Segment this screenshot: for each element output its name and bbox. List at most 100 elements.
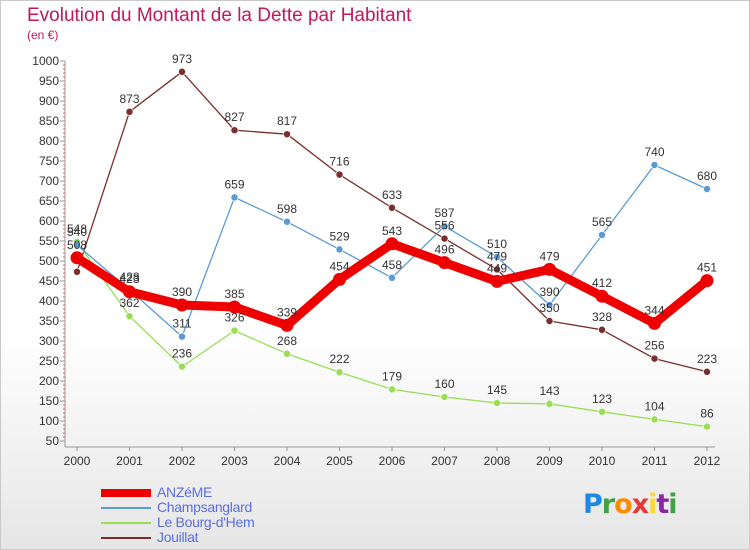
data-label-jouillat: 328 xyxy=(592,310,612,324)
y-tick-label: 800 xyxy=(39,134,59,148)
x-tick-label: 2007 xyxy=(431,454,458,468)
data-label-champsanglard: 428 xyxy=(119,270,139,284)
point-le-bourg-d-hem xyxy=(545,399,554,408)
point-jouillat xyxy=(650,354,659,363)
chart-unit: (en €) xyxy=(27,28,59,42)
y-tick-label: 900 xyxy=(39,94,59,108)
data-label-anz-me: 390 xyxy=(172,285,192,299)
point-champsanglard xyxy=(178,332,186,341)
point-le-bourg-d-hem xyxy=(283,349,291,358)
point-anz-me xyxy=(490,274,504,288)
y-tick-label: 100 xyxy=(39,414,59,428)
point-champsanglard xyxy=(73,241,81,249)
axes: 50 100 150 200 250 300 350 400 450 500 550 600 650 70… xyxy=(32,54,720,468)
data-label-jouillat: 556 xyxy=(434,219,454,233)
point-champsanglard xyxy=(440,222,449,231)
data-label-le-bourg-d-hem: 548 xyxy=(67,222,87,236)
point-le-bourg-d-hem xyxy=(703,422,711,431)
point-champsanglard xyxy=(650,161,659,169)
point-le-bourg-d-hem xyxy=(335,368,344,377)
legend-swatch xyxy=(101,522,151,524)
data-label-champsanglard: 540 xyxy=(67,225,87,239)
y-tick-label: 700 xyxy=(39,174,59,188)
legend-label: Champsanglard xyxy=(157,499,252,515)
data-label-champsanglard: 510 xyxy=(487,237,507,251)
data-label-champsanglard: 390 xyxy=(539,285,559,299)
y-tick-label: 50 xyxy=(46,434,60,448)
proxiti-logo: Proxiti xyxy=(583,489,678,520)
point-jouillat xyxy=(178,67,186,76)
y-tick-label: 600 xyxy=(39,214,59,228)
logo-letter: x xyxy=(631,489,649,520)
legend-label: Jouillat xyxy=(157,529,199,545)
x-tick-label: 2008 xyxy=(484,454,511,468)
data-label-le-bourg-d-hem: 179 xyxy=(382,369,402,383)
x-tick-label: 2000 xyxy=(64,454,91,468)
data-label-anz-me: 508 xyxy=(67,238,87,252)
point-anz-me xyxy=(438,256,451,270)
point-anz-me xyxy=(280,318,294,332)
y-tick-label: 400 xyxy=(39,294,59,308)
logo-letter: i xyxy=(668,489,677,520)
data-label-jouillat: 223 xyxy=(697,352,717,366)
y-tick-label: 500 xyxy=(39,254,59,268)
point-champsanglard xyxy=(493,253,501,261)
point-champsanglard xyxy=(545,301,554,309)
x-tick-label: 2011 xyxy=(642,454,668,468)
data-label-le-bourg-d-hem: 123 xyxy=(592,392,612,406)
data-label-champsanglard: 740 xyxy=(644,145,664,159)
data-label-le-bourg-d-hem: 145 xyxy=(487,383,507,397)
point-champsanglard xyxy=(230,193,239,202)
x-tick-label: 2012 xyxy=(694,454,721,468)
data-label-jouillat: 873 xyxy=(119,92,139,106)
data-label-le-bourg-d-hem: 160 xyxy=(434,377,454,391)
point-anz-me xyxy=(385,237,399,251)
data-label-anz-me: 412 xyxy=(592,276,612,290)
point-le-bourg-d-hem xyxy=(650,415,659,424)
logo-letter: P xyxy=(583,489,603,520)
data-label-le-bourg-d-hem: 326 xyxy=(224,311,244,325)
point-le-bourg-d-hem xyxy=(230,326,239,335)
point-jouillat xyxy=(598,325,606,334)
data-label-anz-me: 451 xyxy=(697,261,717,275)
point-champsanglard xyxy=(388,273,396,282)
x-tick-label: 2006 xyxy=(379,454,406,468)
point-anz-me xyxy=(228,300,241,314)
point-jouillat xyxy=(283,130,291,139)
point-jouillat xyxy=(230,126,239,135)
x-tick-label: 2003 xyxy=(221,454,248,468)
point-anz-me xyxy=(543,262,556,276)
data-label-anz-me: 543 xyxy=(382,224,402,238)
legend-swatch xyxy=(101,489,151,497)
point-anz-me xyxy=(123,285,136,299)
data-label-le-bourg-d-hem: 104 xyxy=(644,399,664,413)
y-tick-label: 250 xyxy=(39,354,59,368)
data-label-jouillat: 256 xyxy=(644,339,664,353)
chart-title: Evolution du Montant de la Dette par Hab… xyxy=(27,5,412,26)
point-jouillat xyxy=(440,234,449,243)
series-labels: 873 973 827 817 716 633 556 479 350 328 256 223 548 3… xyxy=(67,52,717,421)
y-tick-label: 300 xyxy=(39,334,59,348)
data-label-anz-me: 339 xyxy=(277,305,297,319)
data-label-anz-me: 449 xyxy=(487,261,507,275)
data-label-jouillat: 817 xyxy=(277,114,297,128)
y-tick-label: 150 xyxy=(39,394,59,408)
data-label-anz-me: 385 xyxy=(224,287,244,301)
point-jouillat xyxy=(545,317,554,325)
x-tick-label: 2005 xyxy=(326,454,353,468)
legend-swatch xyxy=(101,537,151,539)
data-label-anz-me: 423 xyxy=(119,272,139,286)
y-tick-label: 1000 xyxy=(32,54,59,68)
data-label-le-bourg-d-hem: 236 xyxy=(172,347,192,361)
series-points xyxy=(70,67,714,431)
data-label-le-bourg-d-hem: 268 xyxy=(277,334,297,348)
logo-letter: i xyxy=(648,489,657,520)
x-tick-label: 2001 xyxy=(116,454,143,468)
point-anz-me xyxy=(333,272,346,286)
logo-letter: t xyxy=(656,489,669,520)
point-jouillat xyxy=(493,265,501,274)
data-label-anz-me: 496 xyxy=(434,243,454,257)
y-tick-label: 550 xyxy=(39,234,59,248)
data-label-champsanglard: 587 xyxy=(434,206,454,220)
